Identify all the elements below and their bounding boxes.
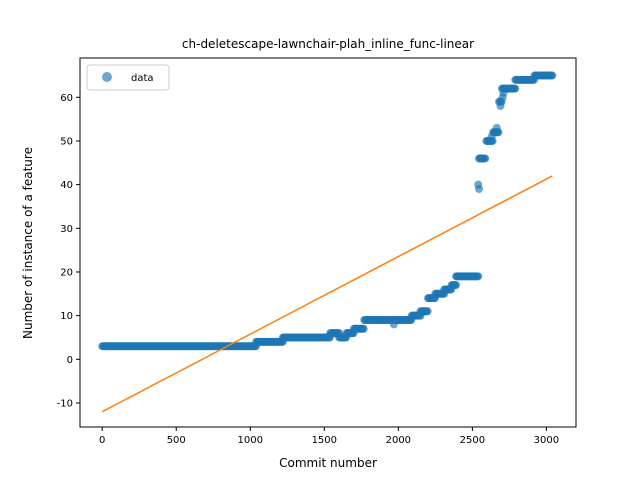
data-point <box>481 154 490 163</box>
x-axis-label: Commit number <box>279 456 377 470</box>
data-point <box>474 272 483 281</box>
data-point <box>359 324 368 333</box>
data-point <box>423 307 432 316</box>
x-tick-label: 500 <box>167 435 186 446</box>
x-tick-label: 1500 <box>312 435 337 446</box>
x-tick-label: 2500 <box>460 435 485 446</box>
chart-title: ch-deletescape-lawnchair-plah_inline_fun… <box>182 37 474 51</box>
x-tick-label: 0 <box>99 435 105 446</box>
data-point <box>492 123 501 132</box>
legend: data <box>86 64 170 91</box>
legend-marker-data <box>102 72 112 82</box>
x-tick-label: 2000 <box>386 435 411 446</box>
data-point <box>487 132 496 141</box>
data-point <box>499 88 508 97</box>
plot-frame <box>79 57 577 428</box>
y-tick-label: 60 <box>60 93 73 104</box>
data-point <box>511 84 520 93</box>
y-tick-label: 50 <box>60 136 73 147</box>
x-tick-label: 1000 <box>238 435 263 446</box>
data-point <box>548 71 557 80</box>
y-tick-label: 20 <box>60 267 73 278</box>
legend-box <box>86 64 170 91</box>
y-tick-label: -10 <box>57 398 73 409</box>
data-point <box>452 281 461 290</box>
y-tick-label: 40 <box>60 180 73 191</box>
data-point <box>475 185 484 194</box>
fit-line <box>101 175 553 413</box>
data-point <box>389 320 398 329</box>
x-tick-label: 3000 <box>534 435 559 446</box>
fit-layer <box>101 175 553 413</box>
y-tick-label: 0 <box>67 355 73 366</box>
legend-label-data: data <box>131 73 154 84</box>
data-point <box>496 102 505 111</box>
y-tick-label: 10 <box>60 311 73 322</box>
y-axis: -10 0 10 20 30 40 50 60 <box>57 93 80 409</box>
x-axis: 0 500 1000 1500 2000 2500 3000 <box>99 427 559 446</box>
data-marks <box>98 71 557 351</box>
y-tick-label: 30 <box>60 224 73 235</box>
y-axis-label: Number of instance of a feature <box>21 147 35 339</box>
